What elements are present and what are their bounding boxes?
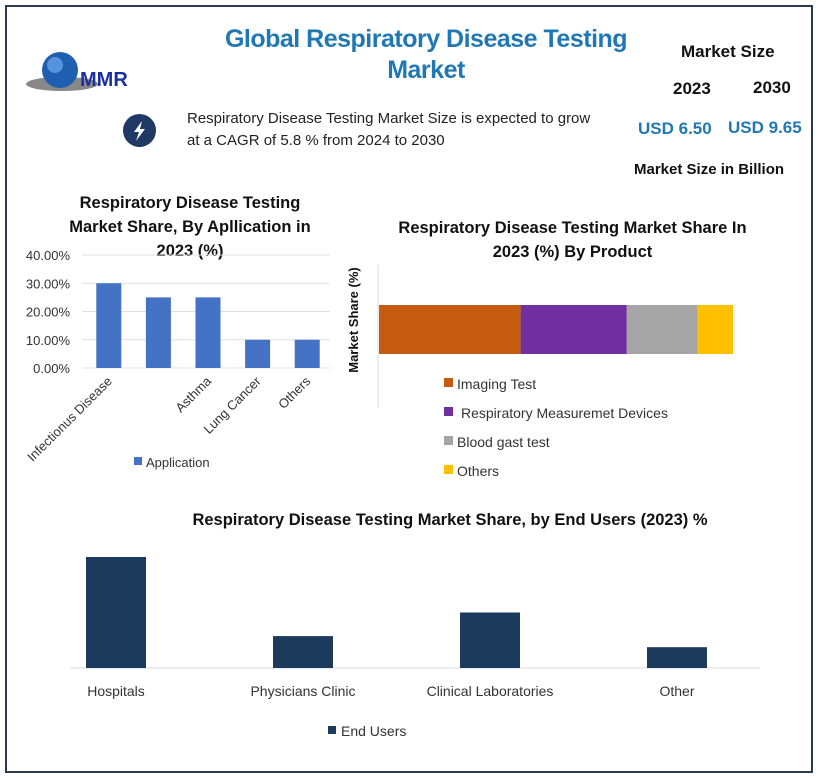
y-tick-label: 40.00% bbox=[26, 248, 71, 263]
unit-label: Market Size in Billion bbox=[634, 161, 785, 178]
legend-swatch bbox=[444, 436, 453, 445]
bar-end-user bbox=[86, 557, 146, 668]
application-chart-title: Respiratory Disease Testing Market Share… bbox=[69, 194, 311, 260]
y-tick-label: 20.00% bbox=[26, 305, 71, 320]
legend-swatch bbox=[444, 378, 453, 387]
bar-application bbox=[145, 297, 171, 368]
lightning-bolt-icon bbox=[123, 114, 156, 147]
y-tick-label: 10.00% bbox=[26, 333, 71, 348]
bar-end-user bbox=[460, 612, 520, 668]
stacked-segment bbox=[626, 305, 698, 354]
legend-swatch bbox=[328, 726, 336, 734]
page-title: Global Respiratory Disease Testing Marke… bbox=[224, 25, 628, 84]
x-tick-label: Clinical Laboratories bbox=[427, 683, 554, 699]
product-chart-title: Respiratory Disease Testing Market Share… bbox=[398, 219, 747, 261]
y-tick-label: 0.00% bbox=[33, 361, 70, 376]
bar-application bbox=[294, 339, 320, 368]
bar-application bbox=[96, 283, 122, 368]
enduser-chart-title: Respiratory Disease Testing Market Share… bbox=[192, 511, 708, 529]
x-tick-label: Physicians Clinic bbox=[250, 683, 355, 699]
stacked-segment bbox=[379, 305, 521, 354]
bar-application bbox=[195, 297, 221, 368]
stacked-segment bbox=[697, 305, 733, 354]
x-tick-label: Hospitals bbox=[87, 683, 145, 699]
value-2023: USD 6.50 bbox=[638, 119, 712, 138]
mmr-logo: MMR bbox=[22, 48, 157, 96]
bar-end-user bbox=[273, 636, 333, 668]
legend-label: Imaging Test bbox=[457, 376, 536, 392]
year-2023: 2023 bbox=[673, 79, 711, 98]
x-tick-label: Asthma bbox=[172, 373, 214, 415]
svg-text:MMR: MMR bbox=[80, 69, 128, 91]
value-2030: USD 9.65 bbox=[728, 118, 802, 137]
market-size-label: Market Size bbox=[681, 42, 775, 61]
cagr-text-2: at a CAGR of 5.8 % from 2024 to 2030 bbox=[187, 132, 445, 149]
x-tick-label: Other bbox=[659, 683, 694, 699]
x-tick-label: Infectionus Disease bbox=[24, 374, 115, 465]
legend-swatch bbox=[444, 407, 453, 416]
legend-label: Application bbox=[146, 455, 210, 470]
page-frame bbox=[5, 5, 813, 773]
bar-application bbox=[245, 339, 271, 368]
stacked-segment bbox=[520, 305, 627, 354]
legend-swatch bbox=[444, 465, 453, 474]
cagr-text-1: Respiratory Disease Testing Market Size … bbox=[187, 110, 591, 127]
year-2030: 2030 bbox=[753, 78, 791, 97]
y-axis-label: Market Share (%) bbox=[346, 267, 361, 372]
legend-swatch bbox=[134, 457, 142, 465]
legend-label: Blood gast test bbox=[457, 434, 550, 450]
legend-label: Respiratory Measuremet Devices bbox=[461, 405, 668, 421]
legend-label: Others bbox=[457, 463, 499, 479]
x-tick-label: Others bbox=[275, 373, 314, 412]
y-tick-label: 30.00% bbox=[26, 276, 71, 291]
legend-label: End Users bbox=[341, 723, 406, 739]
bar-end-user bbox=[647, 647, 707, 668]
